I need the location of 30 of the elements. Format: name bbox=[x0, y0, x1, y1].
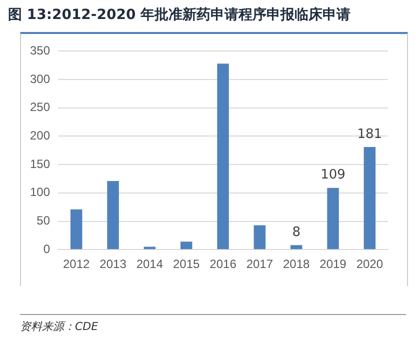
x-tick-label: 2016 bbox=[210, 257, 237, 272]
x-tick-label: 2017 bbox=[246, 257, 274, 272]
chart-title: 图 13:2012-2020 年批准新药申请程序申报临床申请 bbox=[8, 6, 351, 24]
x-tick-label: 2013 bbox=[100, 257, 127, 272]
y-tick-label: 150 bbox=[30, 156, 50, 171]
bar bbox=[290, 245, 302, 250]
bar bbox=[107, 181, 119, 250]
y-tick-label: 200 bbox=[30, 128, 50, 143]
bar bbox=[254, 225, 266, 250]
data-label: 109 bbox=[320, 168, 346, 183]
x-tick-label: 2018 bbox=[282, 257, 310, 272]
bar bbox=[364, 147, 376, 250]
data-label: 181 bbox=[357, 126, 382, 142]
x-tick-label: 2015 bbox=[172, 257, 200, 272]
x-tick-label: 2014 bbox=[136, 257, 164, 272]
bar bbox=[327, 188, 339, 250]
y-tick-label: 0 bbox=[43, 242, 50, 256]
text: 资料来源：CDE bbox=[20, 314, 406, 334]
bar bbox=[180, 242, 192, 250]
y-tick-label: 100 bbox=[30, 185, 50, 200]
data-label: 8 bbox=[292, 224, 300, 240]
y-tick-label: 50 bbox=[36, 214, 50, 228]
x-tick-label: 2019 bbox=[320, 257, 347, 272]
bar bbox=[217, 64, 229, 250]
x-tick-label: 2020 bbox=[356, 257, 384, 272]
y-tick-label: 250 bbox=[30, 100, 50, 114]
x-tick-label: 2012 bbox=[63, 257, 90, 272]
bar bbox=[70, 209, 82, 250]
y-tick-label: 350 bbox=[30, 44, 50, 58]
y-tick-label: 300 bbox=[30, 72, 50, 86]
